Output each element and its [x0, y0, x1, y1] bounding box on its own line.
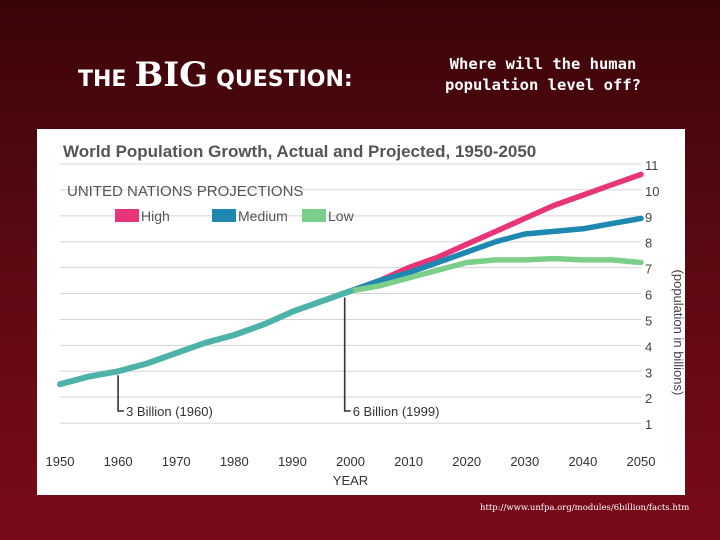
x-tick-label: 1980 — [220, 454, 249, 469]
title-suffix: QUESTION: — [216, 67, 353, 92]
y-tick-label: 1 — [645, 417, 652, 432]
y-tick-label: 5 — [645, 313, 652, 328]
y-axis-label: (population in billions) — [671, 270, 685, 396]
chart-subtitle: UNITED NATIONS PROJECTIONS — [67, 183, 303, 200]
title-big: BIG — [134, 55, 209, 95]
y-tick-label: 2 — [645, 391, 652, 406]
series-line-actual — [57, 288, 354, 388]
population-chart: World Population Growth, Actual and Proj… — [37, 142, 685, 495]
legend-swatch — [212, 209, 236, 222]
legend-swatch — [115, 209, 139, 222]
x-tick-label: 2010 — [394, 454, 423, 469]
y-tick-label: 11 — [645, 158, 659, 173]
series-line-medium — [347, 215, 644, 294]
legend-label: Low — [328, 208, 355, 224]
x-tick-label: 1990 — [278, 454, 307, 469]
x-tick-label: 2040 — [568, 454, 597, 469]
annotation-label: 6 Billion (1999) — [353, 404, 440, 419]
question-text: Where will the human population level of… — [445, 55, 641, 94]
legend-label: Medium — [238, 208, 288, 224]
y-tick-label: 9 — [645, 210, 652, 225]
legend-label: High — [141, 208, 170, 224]
x-tick-label: 2030 — [510, 454, 539, 469]
y-tick-label: 4 — [645, 339, 652, 354]
annotation-label: 3 Billion (1960) — [126, 404, 213, 419]
x-tick-label: 1960 — [104, 454, 133, 469]
x-tick-label: 2050 — [627, 454, 656, 469]
y-tick-label: 6 — [645, 288, 652, 303]
series-line-high — [347, 171, 644, 294]
y-tick-label: 10 — [645, 184, 659, 199]
slide-title: THE BIG QUESTION: — [78, 55, 353, 95]
x-tick-label: 2000 — [336, 454, 365, 469]
y-tick-label: 3 — [645, 365, 652, 380]
x-tick-label: 1950 — [46, 454, 75, 469]
chart-title: World Population Growth, Actual and Proj… — [63, 142, 536, 161]
x-tick-label: 2020 — [452, 454, 481, 469]
legend-swatch — [302, 209, 326, 222]
x-tick-label: 1970 — [162, 454, 191, 469]
annotation-leader — [343, 297, 351, 412]
series-line-low — [347, 255, 644, 294]
chart-card: World Population Growth, Actual and Proj… — [37, 129, 685, 495]
y-tick-label: 7 — [645, 262, 652, 277]
annotation-leader — [117, 375, 125, 412]
source-link[interactable]: http://www.unfpa.org/modules/6billion/fa… — [480, 503, 690, 513]
x-axis-band — [37, 442, 685, 495]
x-axis-label: YEAR — [333, 473, 368, 488]
title-prefix: THE — [78, 67, 127, 92]
y-tick-label: 8 — [645, 236, 652, 251]
